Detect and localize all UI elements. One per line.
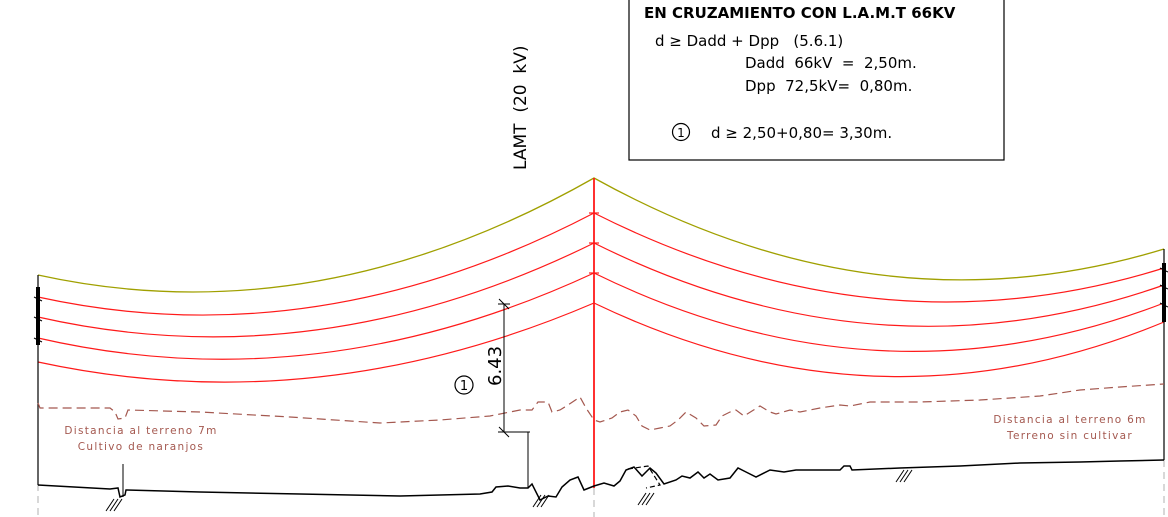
crossing-note-dpp: Dpp 72,5kV= 0,80m. [745,77,912,95]
terrain-right-distance: Distancia al terreno 6m [993,414,1146,426]
terrain-right-crop: Terreno sin cultivar [1006,430,1133,442]
clearance-dimension-value: 6.43 [485,346,506,386]
crossing-note-marker-circle [671,122,691,142]
crossing-note-marker-number: 1 [677,126,685,140]
conductor-1 [37,212,1165,316]
terrain-label-left: Distancia al terreno 7m Cultivo de naran… [64,425,217,453]
clearance-dimension-marker-circle [454,375,474,395]
ground-hatch-right [895,469,913,483]
ground-hatch-center-right [637,492,655,506]
central-support-ticks [589,212,599,274]
crossing-note-formula: d ≥ Dadd + Dpp (5.6.1) [655,32,843,50]
crossing-note-dadd: Dadd 66kV = 2,50m. [745,54,917,72]
ground-detail-dashed [627,465,661,489]
clearance-dimension-marker-number: 1 [460,379,468,394]
ground-hatch-center-left [532,494,550,508]
clearance-dimension: 6.43 1 [454,298,530,488]
left-support [33,275,43,485]
terrain-left-crop: Cultivo de naranjos [78,441,204,453]
crossing-note-frame [628,0,1005,161]
crossing-line-catenary [37,177,1165,293]
crossing-note-result: d ≥ 2,50+0,80= 3,30m. [711,124,892,142]
right-support [1159,249,1168,460]
terrain-label-right: Distancia al terreno 6m Terreno sin cult… [993,414,1146,442]
crossing-note: EN CRUZAMIENTO CON L.A.M.T 66KV d ≥ Dadd… [628,0,1005,161]
ground-hatches [105,464,913,512]
crossing-note-title: EN CRUZAMIENTO CON L.A.M.T 66KV [644,4,956,22]
ground-profile [37,459,1165,502]
conductor-2 [37,242,1165,338]
conductor-3 [37,272,1165,360]
ground-hatch-left [105,464,124,512]
conductors [37,212,1165,383]
support-axes [37,460,1165,517]
clearance-profile [37,383,1165,431]
crossing-line-label: LAMT (20 kV) [511,45,531,170]
terrain-left-distance: Distancia al terreno 7m [64,425,217,437]
